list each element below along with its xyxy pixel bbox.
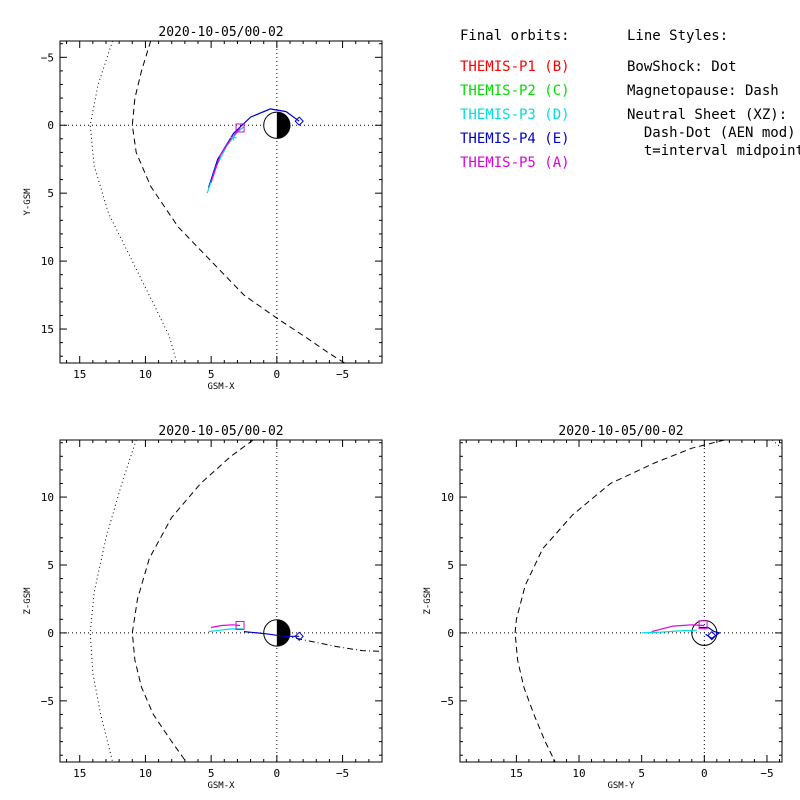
legend-style-bowshock: BowShock: Dot: [627, 59, 737, 75]
x-tick-label: 5: [208, 368, 215, 381]
y-tick-label: 5: [447, 559, 454, 572]
y-axis-label: Z-GSM: [423, 587, 433, 615]
magnetopause-curve: [131, 440, 254, 762]
y-axis-label: Y-GSM: [23, 188, 33, 216]
legend: Final orbits: THEMIS-P1 (B) THEMIS-P2 (C…: [460, 28, 800, 171]
magnetopause-curve: [131, 41, 346, 363]
orbit-p3: [208, 628, 243, 633]
orbit-p5: [210, 127, 241, 183]
y-tick-label: 5: [47, 187, 54, 200]
y-tick-label: 10: [441, 491, 454, 504]
legend-style-neutral-sheet: Neutral Sheet (XZ):: [627, 107, 787, 123]
x-tick-label: 10: [139, 368, 152, 381]
plot-area: [60, 440, 382, 762]
x-tick-label: −5: [336, 368, 349, 381]
marker-p4-diamond: [707, 630, 717, 641]
legend-style-dash-dot: Dash-Dot (AEN mod): [627, 125, 796, 141]
marker-p3-plus: [230, 134, 237, 141]
plot-frame: [459, 439, 783, 763]
y-tick-label: −5: [41, 51, 54, 64]
marker-p5-square: [235, 620, 245, 630]
y-tick-label: 0: [447, 627, 454, 640]
x-axis-label: GSM-X: [207, 781, 235, 791]
orbit-p4: [207, 108, 300, 188]
neutral-sheet-curve: [283, 635, 382, 652]
y-tick-label: 0: [47, 119, 54, 132]
y-tick-label: 0: [47, 627, 54, 640]
y-tick-label: 10: [41, 491, 54, 504]
earth-night-side: [276, 112, 290, 139]
x-tick-label: 0: [274, 767, 281, 780]
legend-orbits-title: Final orbits:: [460, 28, 570, 44]
panel-xz: 2020-10-05/00-02 15 10 5 0 −5 −5 0 5 10 GSM-X Z-GSM: [23, 424, 383, 791]
orbit-p5: [651, 624, 705, 633]
x-tick-label: 10: [139, 767, 152, 780]
x-tick-label: 15: [73, 767, 86, 780]
orbit-p4: [243, 631, 300, 637]
y-tick-label: 5: [47, 559, 54, 572]
x-tick-label: 0: [701, 767, 708, 780]
bow-shock-curve: [771, 440, 782, 449]
earth-night-side: [276, 619, 290, 647]
panel-title: 2020-10-05/00-02: [158, 25, 283, 40]
panel-title: 2020-10-05/00-02: [158, 424, 283, 439]
x-tick-label: −5: [336, 767, 349, 780]
x-tick-label: 10: [572, 767, 585, 780]
x-tick-label: 5: [638, 767, 645, 780]
bow-shock-curve: [89, 440, 137, 762]
x-tick-label: 5: [208, 767, 215, 780]
marker-p5-square: [698, 620, 708, 630]
legend-probe-p2: THEMIS-P2 (C): [460, 83, 570, 99]
x-tick-label: 15: [510, 767, 523, 780]
marker-p4-diamond: [294, 116, 304, 126]
legend-probe-p4: THEMIS-P4 (E): [460, 131, 570, 147]
panel-title: 2020-10-05/00-02: [558, 424, 683, 439]
plot-frame: [59, 439, 383, 763]
y-tick-label: −5: [41, 695, 54, 708]
legend-style-magnetopause: Magnetopause: Dash: [627, 83, 779, 99]
legend-style-t-midpoint: t=interval midpoint: [627, 143, 800, 159]
x-axis-label: GSM-Y: [607, 781, 635, 791]
legend-probe-p1: THEMIS-P1 (B): [460, 59, 570, 75]
x-tick-label: 0: [274, 368, 281, 381]
plot-area: [60, 41, 382, 363]
orbit-p3: [641, 629, 697, 634]
x-axis-label: GSM-X: [207, 382, 235, 392]
plot-area: [460, 440, 782, 762]
x-tick-label: −5: [760, 767, 773, 780]
legend-probe-p3: THEMIS-P3 (D): [460, 107, 570, 123]
bow-shock-curve: [89, 41, 178, 363]
plot-frame: [59, 40, 383, 364]
y-tick-label: 10: [41, 255, 54, 268]
legend-styles-title: Line Styles:: [627, 28, 728, 44]
orbit-p3: [206, 126, 245, 194]
legend-probe-p5: THEMIS-P5 (A): [460, 155, 570, 171]
magnetopause-curve: [514, 440, 725, 762]
y-tick-label: 15: [41, 323, 54, 336]
y-tick-label: −5: [441, 695, 454, 708]
panel-yz: 2020-10-05/00-02 15 10 5 0 −5 −5 0 5 10 GSM-Y Z-GSM: [423, 424, 783, 791]
y-axis-label: Z-GSM: [23, 587, 33, 615]
panel-xy: 2020-10-05/00-02 15 10 5 0 −5 −5 0 5 10 15 GSM-X Y-G…: [23, 25, 383, 392]
x-tick-label: 15: [73, 368, 86, 381]
marker-p5-square: [235, 123, 245, 133]
marker-p4-diamond: [294, 631, 304, 642]
